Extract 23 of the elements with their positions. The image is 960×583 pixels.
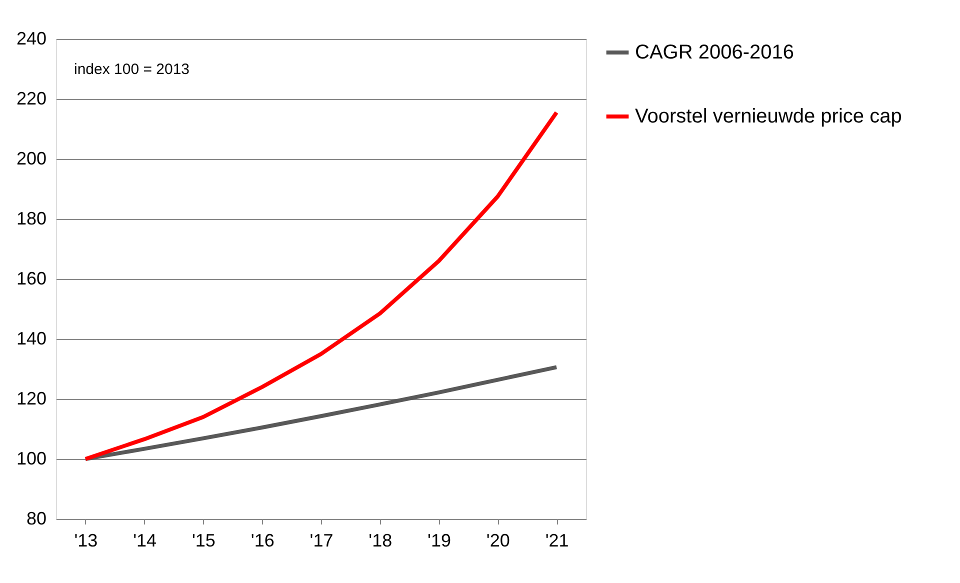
- x-tick-label: '18: [368, 530, 392, 550]
- y-tick-label: 120: [16, 388, 46, 408]
- y-tick-label: 140: [16, 328, 46, 348]
- y-tick-label: 160: [16, 268, 46, 288]
- x-tick-label: '15: [192, 530, 216, 550]
- y-tick-label: 100: [16, 448, 46, 468]
- y-tick-label: 240: [16, 28, 46, 48]
- x-tick-label: '20: [486, 530, 510, 550]
- y-tick-label: 200: [16, 148, 46, 168]
- x-tick-label: '14: [133, 530, 157, 550]
- x-tick-label: '21: [545, 530, 569, 550]
- x-tick-label: '17: [310, 530, 334, 550]
- annotation: index 100 = 2013: [74, 61, 190, 78]
- legend-label: Voorstel vernieuwde price cap: [635, 106, 902, 128]
- legend-label: CAGR 2006-2016: [635, 42, 794, 64]
- y-tick-label: 180: [16, 208, 46, 228]
- x-tick-label: '19: [428, 530, 452, 550]
- y-tick-label: 220: [16, 88, 46, 108]
- x-tick-label: '13: [74, 530, 98, 550]
- line-series: [83, 365, 559, 461]
- x-tick-label: '16: [250, 530, 274, 550]
- y-tick-label: 80: [26, 508, 46, 528]
- line-series: [83, 110, 559, 461]
